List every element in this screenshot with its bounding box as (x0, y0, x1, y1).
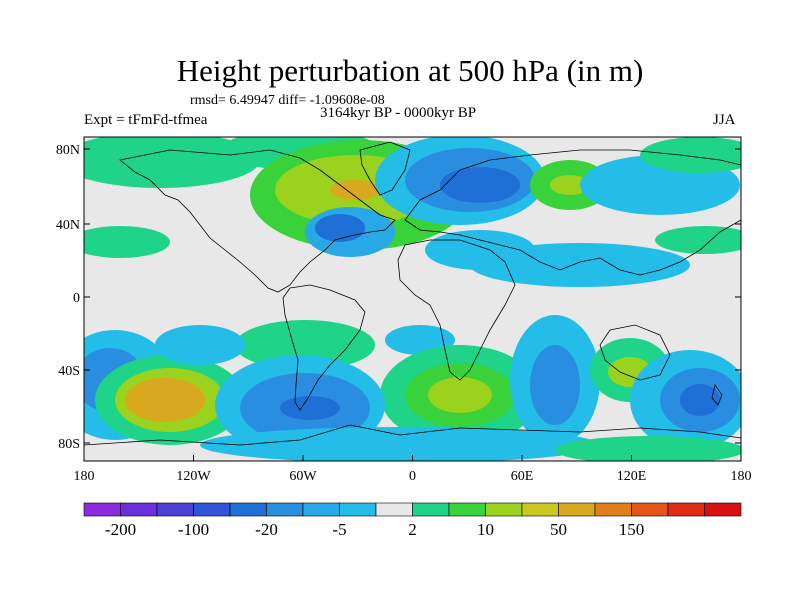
colorbar-label: 150 (619, 520, 645, 539)
colorbar-swatch (704, 502, 742, 517)
colorbar-label: -100 (178, 520, 209, 539)
colorbar: -200 -100 -20 -5 2 10 50 150 (83, 502, 742, 539)
contour-pos-sam (235, 320, 375, 370)
colorbar-swatch (156, 502, 194, 517)
colorbar-swatch (266, 502, 304, 517)
colorbar-swatch (485, 502, 523, 517)
contour-neg-spac3 (680, 384, 720, 416)
lon-label: 180 (731, 469, 752, 484)
lon-label: 120E (617, 469, 647, 484)
colorbar-swatch (120, 502, 158, 517)
contour-pos-na-peak (330, 180, 380, 200)
colorbar-label: -200 (105, 520, 136, 539)
contour-pos-sib-core (550, 175, 590, 195)
season-label: JJA (713, 112, 736, 128)
colorbar-label: 50 (550, 520, 567, 539)
lon-label: 0 (409, 469, 416, 484)
contour-neg-ant (200, 427, 600, 461)
lon-label: 60W (289, 469, 317, 484)
contour-neg-epac (155, 325, 245, 365)
south-america-coast (282, 284, 366, 411)
contour-field (84, 137, 741, 461)
lat-label: 40S (58, 364, 80, 379)
period-label: 3164kyr BP - 0000kyr BP (320, 105, 477, 121)
lon-label: 60E (511, 469, 534, 484)
contour-neg-eur-core (440, 167, 520, 203)
lon-axis: 180 120W 60W 0 60E 120E 180 (74, 455, 752, 484)
new-zealand-coast (711, 384, 723, 406)
coastlines (84, 141, 741, 446)
colorbar-swatch (302, 502, 340, 517)
contour-pos-n1 (84, 137, 260, 188)
contour-pos-safr3 (428, 377, 492, 413)
lat-label: 80S (58, 437, 80, 452)
stats-line: rmsd= 6.49947 diff= -1.09608e-08 (190, 93, 385, 108)
colorbar-swatch (594, 502, 632, 517)
lat-label: 80N (56, 143, 80, 158)
greenland-coast (359, 141, 411, 196)
plot-title: Height perturbation at 500 hPa (in m) (176, 53, 644, 88)
contour-pos-pac (84, 226, 170, 258)
contour-pos-sopac3 (125, 378, 205, 422)
eurasia-coast (404, 149, 741, 276)
colorbar-swatch (448, 502, 486, 517)
lat-label: 40N (56, 218, 80, 233)
colorbar-swatch (558, 502, 596, 517)
colorbar-swatch (339, 502, 377, 517)
colorbar-label: -5 (332, 520, 346, 539)
colorbar-label: 2 (408, 520, 417, 539)
contour-pos-wpac (655, 226, 741, 254)
contour-neg-drake3 (280, 396, 340, 420)
colorbar-swatch (375, 502, 413, 517)
north-america-coast (119, 149, 396, 293)
colorbar-swatch (83, 502, 121, 517)
colorbar-label: 10 (477, 520, 494, 539)
antarctica-coast (84, 424, 741, 446)
colorbar-swatch (193, 502, 231, 517)
colorbar-swatch (631, 502, 669, 517)
colorbar-label: -20 (255, 520, 278, 539)
africa-coast (397, 239, 516, 381)
colorbar-swatch (667, 502, 705, 517)
lat-label: 0 (73, 291, 80, 306)
contour-neg-sind2 (530, 345, 580, 425)
lat-axis: 80N 40N 0 40S 80S (56, 143, 741, 452)
lon-label: 120W (176, 469, 211, 484)
contour-pos-ant (555, 436, 741, 461)
colorbar-swatch (229, 502, 267, 517)
lon-label: 180 (74, 469, 95, 484)
experiment-label: Expt = tFmFd-tfmea (84, 112, 208, 128)
contour-neg-natl-core (315, 214, 365, 242)
colorbar-swatch (521, 502, 559, 517)
australia-coast (599, 324, 671, 381)
contour-pos-arctic (640, 137, 741, 173)
colorbar-swatch (412, 502, 450, 517)
